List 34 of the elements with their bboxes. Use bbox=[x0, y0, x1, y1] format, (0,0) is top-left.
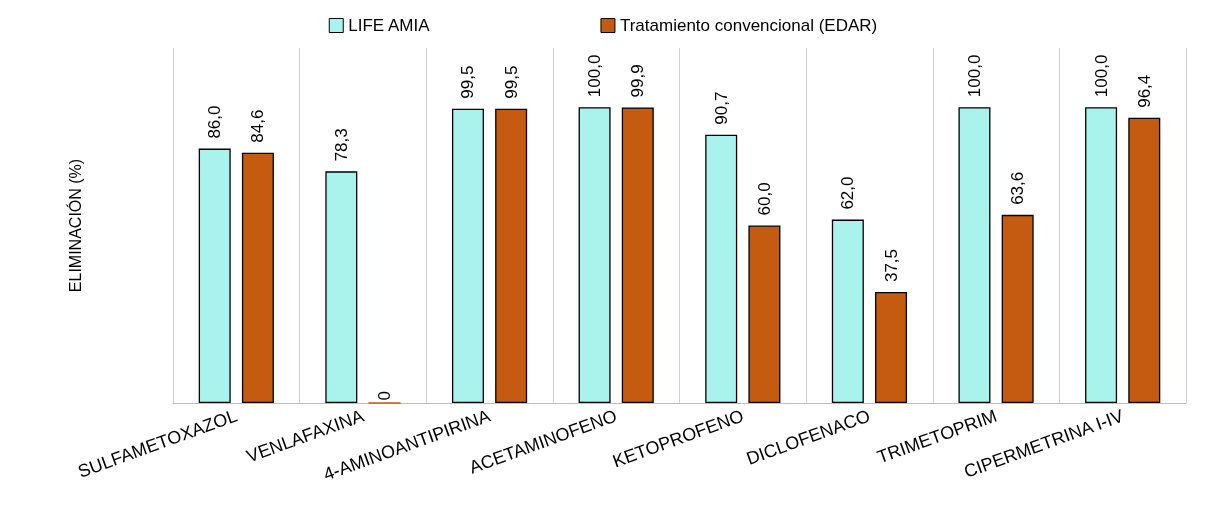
bar bbox=[705, 134, 738, 403]
bar bbox=[831, 219, 864, 403]
bar bbox=[451, 108, 484, 403]
data-label: 0 bbox=[375, 391, 395, 401]
data-label: 99,9 bbox=[628, 64, 648, 98]
bar bbox=[578, 107, 611, 403]
data-label: 84,6 bbox=[248, 109, 268, 143]
bar bbox=[958, 107, 991, 403]
data-label: 96,4 bbox=[1134, 74, 1154, 108]
data-label: 60,0 bbox=[754, 182, 774, 216]
legend-label: Tratamiento convencional (EDAR) bbox=[619, 16, 878, 35]
bar bbox=[495, 108, 528, 403]
legend-label: LIFE AMIA bbox=[348, 16, 431, 35]
bar bbox=[1128, 117, 1161, 403]
y-axis-title: ELIMINACIÓN (%) bbox=[65, 158, 84, 293]
bar bbox=[1001, 214, 1034, 403]
data-label: 90,7 bbox=[711, 91, 731, 125]
bar bbox=[241, 152, 274, 403]
bar bbox=[621, 107, 654, 403]
bar bbox=[325, 171, 358, 403]
data-label: 63,6 bbox=[1008, 171, 1028, 205]
data-label: 37,5 bbox=[881, 248, 901, 283]
bar bbox=[1085, 107, 1118, 403]
data-label: 86,0 bbox=[205, 105, 225, 139]
bar bbox=[748, 225, 781, 403]
data-label: 100,0 bbox=[585, 54, 605, 98]
data-label: 99,5 bbox=[501, 65, 521, 99]
data-label: 78,3 bbox=[331, 128, 351, 162]
bar bbox=[875, 292, 908, 403]
data-label: 100,0 bbox=[1091, 54, 1111, 98]
data-label: 100,0 bbox=[964, 54, 984, 98]
data-label: 99,5 bbox=[458, 65, 478, 99]
data-label: 62,0 bbox=[838, 176, 858, 210]
bar bbox=[198, 148, 231, 403]
